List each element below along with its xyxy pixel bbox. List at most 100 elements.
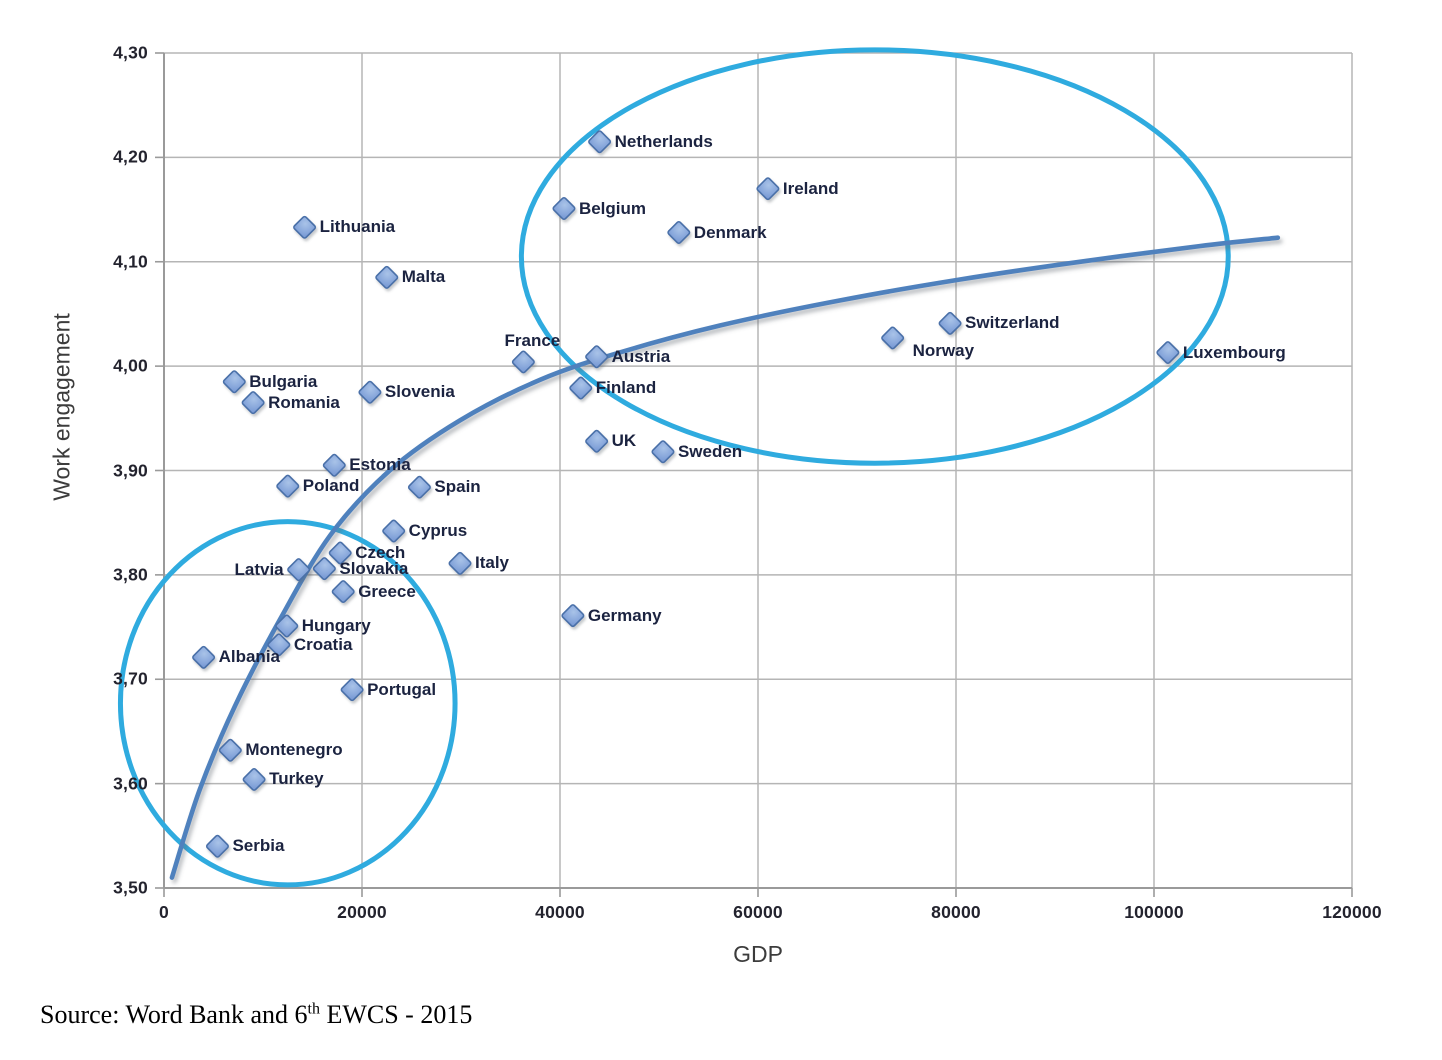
y-tick-label: 3,60	[113, 773, 148, 794]
data-point-france	[511, 350, 535, 374]
data-point-bulgaria	[222, 370, 246, 394]
data-point-serbia	[205, 834, 229, 858]
x-axis-title: GDP	[733, 941, 783, 967]
point-label-lithuania: Lithuania	[319, 217, 396, 237]
source-text-superscript: th	[307, 1000, 320, 1018]
point-label-switzerland: Switzerland	[965, 313, 1060, 333]
point-label-slovenia: Slovenia	[384, 382, 455, 402]
x-tick-label: 80000	[931, 902, 981, 922]
x-tick-label: 20000	[337, 902, 387, 922]
y-tick-label: 3,50	[113, 877, 148, 898]
axes	[155, 52, 1353, 897]
data-point-sweden	[651, 440, 675, 464]
data-point-netherlands	[588, 130, 612, 154]
x-tick-label: 40000	[535, 902, 585, 922]
source-text-suffix: EWCS - 2015	[319, 1000, 473, 1029]
data-point-malta	[375, 265, 399, 289]
y-tick-label: 3,90	[113, 460, 148, 480]
point-label-montenegro: Montenegro	[245, 740, 343, 760]
point-label-germany: Germany	[587, 605, 662, 625]
data-point-austria	[585, 345, 609, 369]
point-label-romania: Romania	[268, 392, 340, 412]
y-axis-title: Work engagement	[48, 313, 75, 501]
data-point-albania	[192, 645, 216, 669]
data-point-poland	[276, 474, 300, 498]
data-point-luxembourg	[1156, 341, 1180, 365]
point-label-cyprus: Cyprus	[408, 521, 468, 541]
point-label-estonia: Estonia	[349, 455, 411, 475]
source-text-prefix: Source: Word Bank and 6	[40, 1000, 308, 1029]
data-point-latvia	[287, 558, 311, 582]
point-label-spain: Spain	[434, 477, 481, 497]
y-tick-label: 4,00	[113, 355, 148, 376]
y-tick-label: 4,20	[113, 146, 148, 167]
point-label-france: France	[504, 330, 561, 350]
data-point-slovenia	[358, 380, 382, 404]
point-label-greece: Greece	[358, 581, 416, 601]
x-tick-label: 120000	[1322, 902, 1382, 922]
data-point-norway	[881, 326, 905, 350]
data-point-spain	[407, 475, 431, 499]
data-point-turkey	[242, 767, 266, 791]
point-label-slovakia: Slovakia	[339, 558, 409, 578]
data-point-finland	[569, 376, 593, 400]
x-tick-label: 100000	[1124, 902, 1184, 922]
data-point-slovakia	[312, 557, 336, 581]
data-point-italy	[448, 551, 472, 575]
point-label-poland: Poland	[302, 476, 360, 496]
point-label-norway: Norway	[912, 340, 975, 360]
y-tick-label: 4,10	[113, 251, 148, 272]
point-label-serbia: Serbia	[232, 836, 285, 856]
data-point-estonia	[322, 453, 346, 477]
data-point-germany	[561, 604, 585, 628]
point-label-luxembourg: Luxembourg	[1182, 342, 1286, 362]
data-point-cyprus	[382, 519, 406, 543]
point-label-malta: Malta	[401, 267, 446, 287]
data-point-greece	[331, 580, 355, 604]
data-point-denmark	[667, 221, 691, 245]
data-point-romania	[241, 391, 265, 415]
gridlines	[164, 52, 1353, 888]
point-label-albania: Albania	[218, 647, 280, 667]
point-label-hungary: Hungary	[301, 616, 371, 636]
data-point-portugal	[340, 678, 364, 702]
y-tick-label: 4,30	[113, 42, 148, 63]
data-point-uk	[585, 429, 609, 453]
point-label-portugal: Portugal	[367, 679, 437, 699]
annotations	[117, 47, 1231, 888]
point-label-turkey: Turkey	[269, 769, 324, 789]
point-label-uk: UK	[611, 431, 637, 451]
y-tick-label: 3,80	[113, 564, 148, 585]
point-label-latvia: Latvia	[234, 559, 284, 579]
data-point-montenegro	[218, 738, 242, 762]
y-tick-label: 3,70	[113, 668, 148, 689]
point-label-sweden: Sweden	[677, 441, 743, 461]
source-note: Source: Word Bank and 6th EWCS - 2015	[40, 1000, 472, 1030]
ellipse-annotation-high-gdp-high-engagement-group	[518, 47, 1231, 466]
point-label-netherlands: Netherlands	[614, 131, 713, 151]
data-point-belgium	[552, 197, 576, 221]
data-point-hungary	[275, 614, 299, 638]
data-points	[192, 130, 1180, 858]
point-label-italy: Italy	[475, 553, 510, 573]
point-label-czech: Czech	[355, 542, 406, 562]
x-tick-label: 60000	[733, 902, 783, 922]
point-label-austria: Austria	[611, 346, 671, 366]
point-label-denmark: Denmark	[693, 222, 767, 242]
point-label-ireland: Ireland	[782, 178, 839, 198]
point-label-croatia: Croatia	[293, 634, 353, 654]
ellipse-annotation-low-gdp-low-engagement-group	[117, 519, 458, 888]
data-point-czech	[328, 541, 352, 565]
point-label-belgium: Belgium	[578, 198, 647, 218]
data-point-switzerland	[938, 311, 962, 335]
x-tick-label: 0	[159, 902, 169, 922]
trend-line	[169, 235, 1281, 880]
point-label-finland: Finland	[595, 378, 657, 398]
data-point-lithuania	[293, 215, 317, 239]
point-label-bulgaria: Bulgaria	[249, 371, 318, 391]
data-point-croatia	[267, 633, 291, 657]
data-point-ireland	[756, 177, 780, 201]
